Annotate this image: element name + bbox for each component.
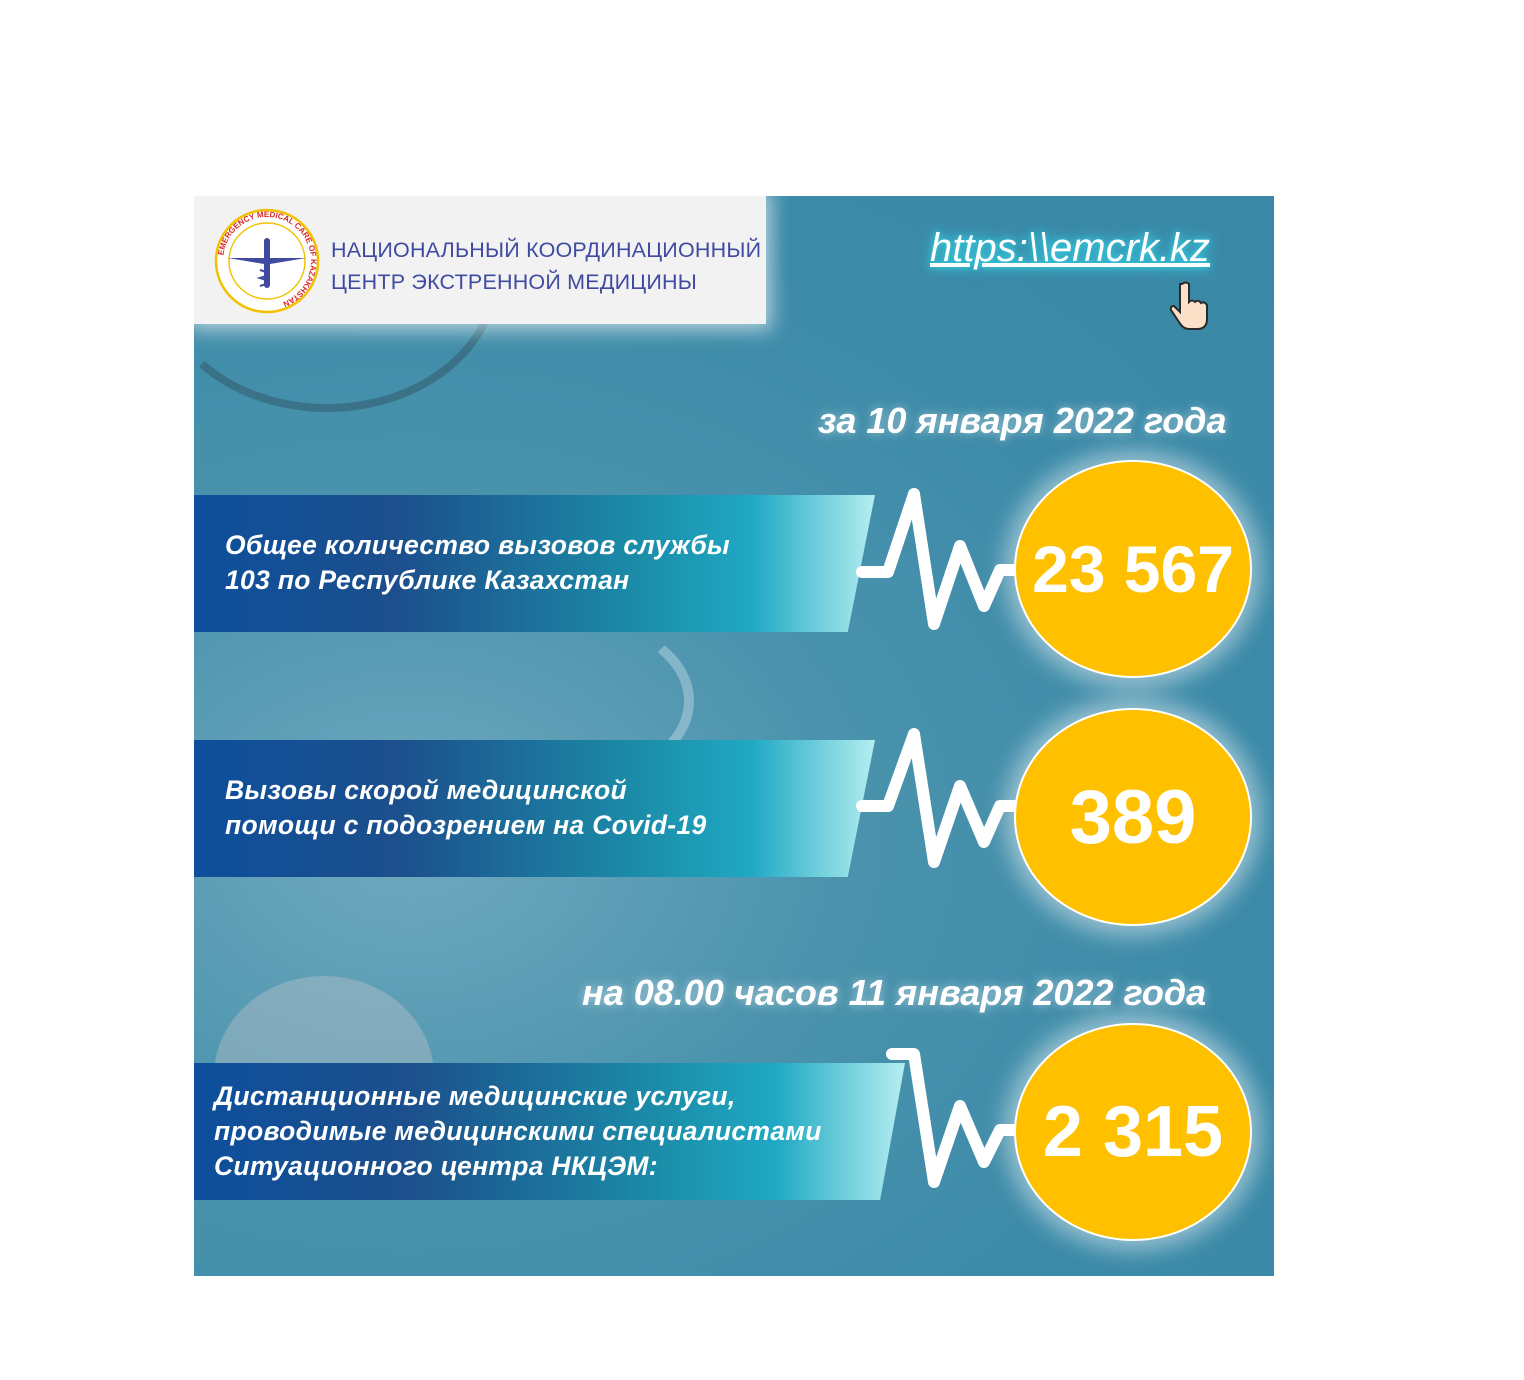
org-line-1: НАЦИОНАЛЬНЫЙ КООРДИНАЦИОННЫЙ [331, 238, 762, 262]
header-panel: EMERGENCY MEDICAL CARE OF KAZAKHSTAN НАЦ… [194, 196, 766, 324]
stat-value-total-calls: 23 567 [1014, 460, 1252, 678]
date-label-2: на 08.00 часов 11 января 2022 года [582, 972, 1207, 1013]
stat-label-line: Ситуационного центра НКЦЭМ: [214, 1151, 658, 1181]
date-label-1: за 10 января 2022 года [818, 400, 1227, 441]
heartbeat-line-icon [856, 728, 1030, 868]
stat-label-line: Общее количество вызовов службы [225, 530, 730, 560]
stat-band-covid-calls: Вызовы скорой медицинской помощи с подоз… [194, 740, 875, 877]
stat-label-line: проводимые медицинскими специалистами [214, 1116, 822, 1146]
stat-label-line: помощи с подозрением на Covid-19 [225, 810, 707, 840]
stat-label-line: 103 по Республике Казахстан [225, 565, 630, 595]
stat-label-line: Дистанционные медицинские услуги, [214, 1081, 736, 1111]
emergency-medical-care-logo: EMERGENCY MEDICAL CARE OF KAZAKHSTAN [214, 208, 320, 314]
stat-band-total-calls: Общее количество вызовов службы 103 по Р… [194, 495, 875, 632]
pointing-hand-icon [1169, 281, 1208, 330]
stat-label-line: Вызовы скорой медицинской [225, 775, 627, 805]
stat-value-remote-services: 2 315 [1014, 1023, 1252, 1241]
heartbeat-line-icon [856, 488, 1030, 630]
org-line-2: ЦЕНТР ЭКСТРЕННОЙ МЕДИЦИНЫ [331, 270, 697, 294]
website-link[interactable]: https:\\emcrk.kz [930, 226, 1211, 270]
infographic-poster: EMERGENCY MEDICAL CARE OF KAZAKHSTAN НАЦ… [194, 196, 1274, 1276]
stat-value-covid-calls: 389 [1014, 708, 1252, 926]
organization-name: НАЦИОНАЛЬНЫЙ КООРДИНАЦИОННЫЙ ЦЕНТР ЭКСТР… [331, 234, 761, 298]
stat-band-remote-services: Дистанционные медицинские услуги, провод… [194, 1063, 905, 1200]
heartbeat-line-icon [886, 1048, 1030, 1188]
